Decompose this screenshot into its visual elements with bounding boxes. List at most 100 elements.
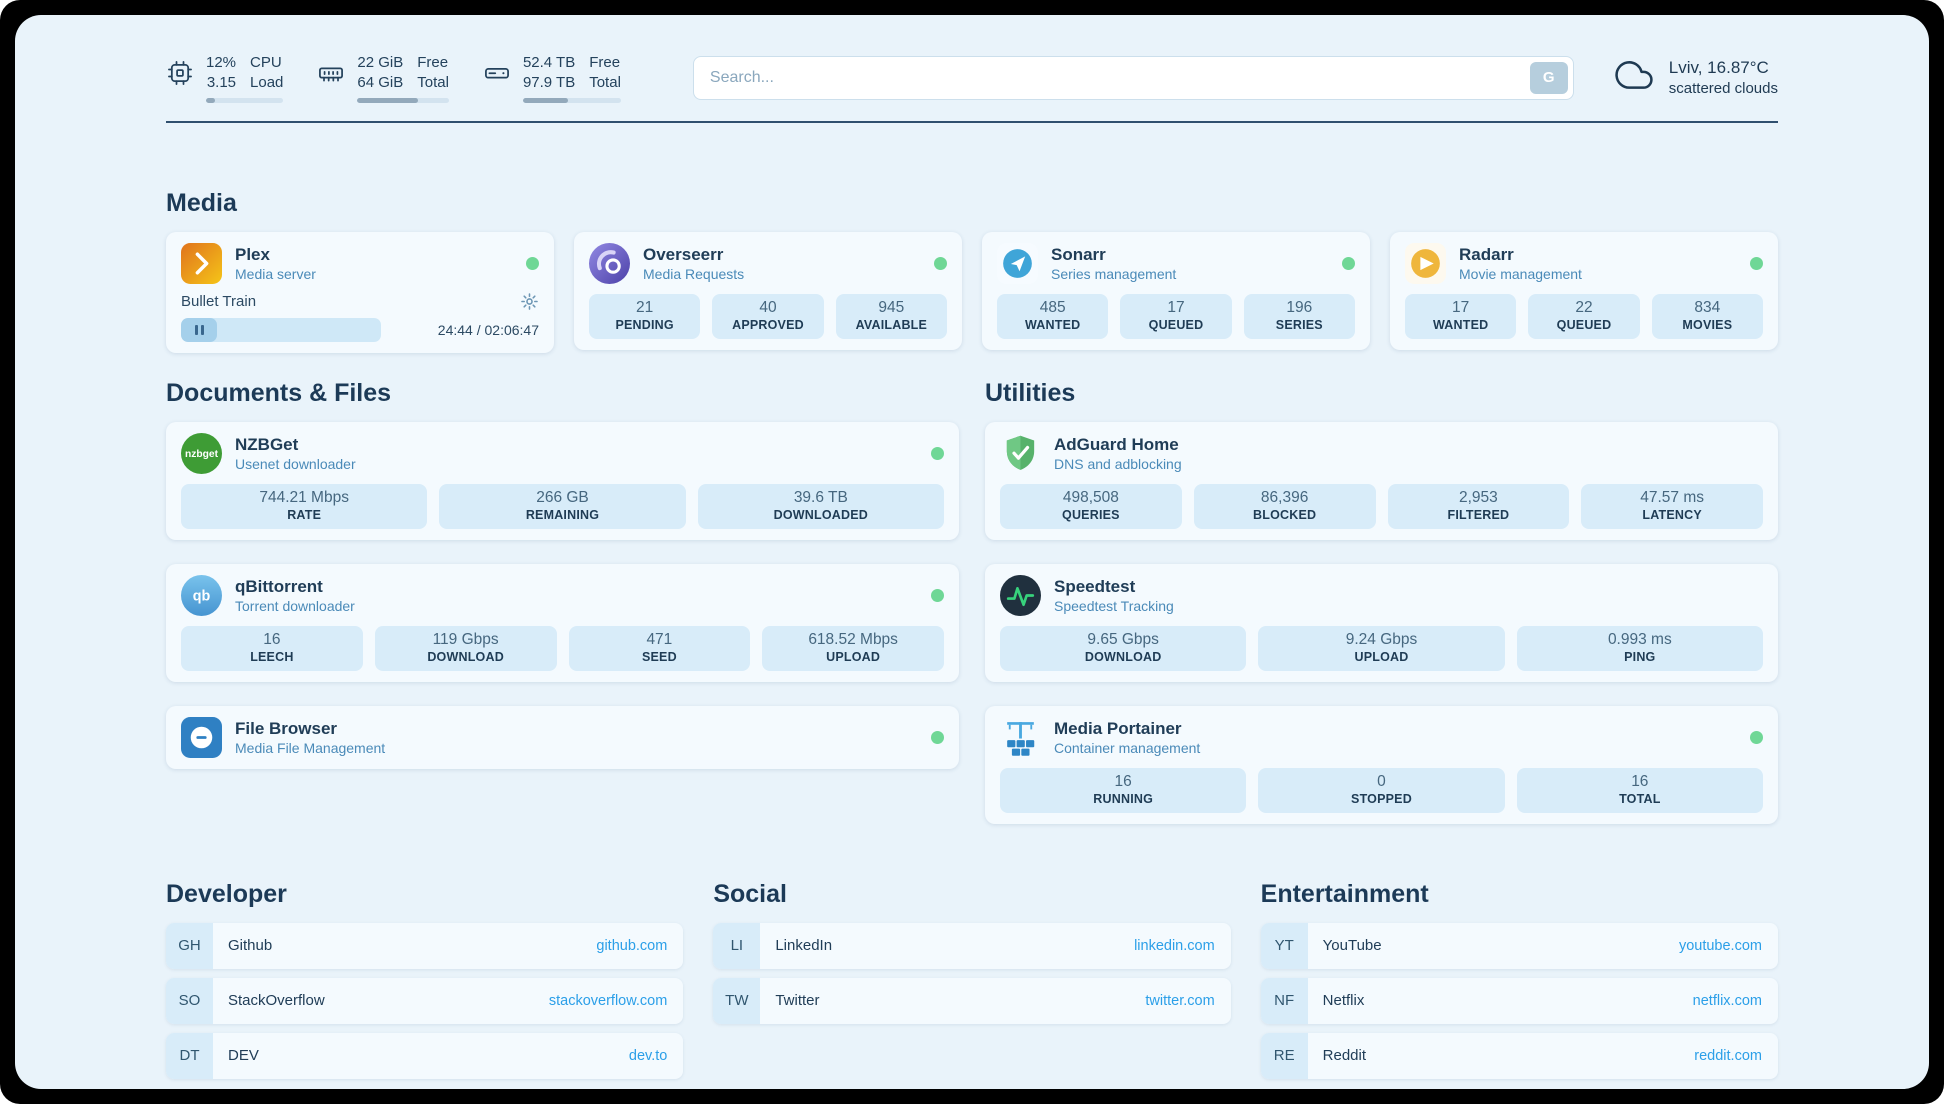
- stat-label: TOTAL: [1619, 791, 1661, 806]
- service-link-speedtest[interactable]: Speedtest Speedtest Tracking: [1000, 574, 1763, 616]
- service-link-filebrowser[interactable]: File Browser Media File Management: [181, 716, 944, 758]
- status-online-dot: [931, 446, 944, 460]
- bookmark-netflix[interactable]: NF Netflix netflix.com: [1260, 977, 1778, 1024]
- stat-value: 0: [1377, 772, 1386, 790]
- cpu-widget: 12% 3.15 CPU Load: [166, 53, 284, 103]
- service-meta: Radarr Movie management: [1459, 245, 1582, 282]
- stat-value: 266 GB: [536, 488, 589, 506]
- service-name: qBittorrent: [235, 576, 323, 596]
- service-subtitle: Media File Management: [235, 739, 386, 756]
- portainer-icon: [1000, 717, 1041, 758]
- stat-value: 16: [263, 630, 281, 648]
- section-title-media: Media: [166, 188, 237, 217]
- bookmark-name: DEV: [228, 1047, 259, 1065]
- stat-label: REMAINING: [525, 507, 600, 522]
- stat-value: 618.52 Mbps: [808, 630, 898, 648]
- service-subtitle: Media server: [235, 265, 316, 282]
- service-link-overseerr[interactable]: Overseerr Media Requests: [589, 242, 947, 284]
- weather-text: Lviv, 16.87°C scattered clouds: [1669, 58, 1778, 97]
- service-link-sonarr[interactable]: Sonarr Series management: [997, 242, 1355, 284]
- gear-icon[interactable]: [520, 292, 539, 311]
- service-name: Speedtest: [1054, 576, 1136, 596]
- service-subtitle: Usenet downloader: [235, 455, 356, 472]
- media-section: Media Plex Media server: [166, 189, 1778, 353]
- bookmark-linkedin[interactable]: LI LinkedIn linkedin.com: [713, 922, 1231, 969]
- stat-latency: 47.57 ms LATENCY: [1581, 483, 1763, 529]
- cpu-chip-icon: [166, 59, 194, 92]
- service-card-filebrowser: File Browser Media File Management: [166, 705, 959, 769]
- stat-label: UPLOAD: [826, 649, 881, 664]
- service-name: File Browser: [235, 718, 338, 738]
- stat-label: WANTED: [1432, 317, 1489, 332]
- playback-progress-bar[interactable]: [181, 317, 382, 342]
- stat-label: QUERIES: [1062, 507, 1120, 522]
- service-link-radarr[interactable]: Radarr Movie management: [1405, 242, 1763, 284]
- weather-cloud-icon: [1612, 56, 1656, 99]
- section-title-utilities: Utilities: [985, 378, 1076, 407]
- service-link-nzbget[interactable]: nzbget NZBGet Usenet downloader: [181, 432, 944, 474]
- stat-download: 119 Gbps DOWNLOAD: [374, 625, 557, 671]
- service-card-radarr: Radarr Movie management 17 WANTED 22 QUE…: [1390, 231, 1778, 350]
- stat-label: QUEUED: [1556, 317, 1612, 332]
- bookmark-youtube[interactable]: YT YouTube youtube.com: [1260, 922, 1778, 969]
- service-meta: qBittorrent Torrent downloader: [235, 577, 355, 614]
- bookmark-github[interactable]: GH Github github.com: [166, 922, 684, 969]
- section-title-social: Social: [713, 879, 787, 908]
- stat-label: QUEUED: [1148, 317, 1204, 332]
- service-subtitle: DNS and adblocking: [1054, 455, 1182, 472]
- service-meta: NZBGet Usenet downloader: [235, 435, 356, 472]
- top-bar: 12% 3.15 CPU Load: [166, 53, 1778, 103]
- service-subtitle: Media Requests: [643, 265, 745, 282]
- cpu-stats-text: 12% 3.15 CPU Load: [206, 53, 283, 93]
- service-name: AdGuard Home: [1054, 434, 1179, 454]
- media-grid: Plex Media server Bullet Train: [166, 231, 1778, 353]
- bookmark-dev[interactable]: DT DEV dev.to: [166, 1032, 684, 1079]
- search-engine-button[interactable]: G: [1529, 61, 1568, 94]
- service-meta: Plex Media server: [235, 245, 316, 282]
- stat-queries: 498,508 QUERIES: [1000, 483, 1182, 529]
- stats-row: 17 WANTED 22 QUEUED 834 MOVIES: [1405, 293, 1763, 339]
- service-card-speedtest: Speedtest Speedtest Tracking 9.65 Gbps D…: [985, 563, 1778, 682]
- overseerr-icon: [589, 242, 630, 284]
- service-link-plex[interactable]: Plex Media server: [181, 242, 539, 284]
- service-card-adguard: AdGuard Home DNS and adblocking 498,508 …: [985, 421, 1778, 540]
- storage-usage-fill: [522, 97, 568, 103]
- stat-value: 0.993 ms: [1607, 630, 1672, 648]
- memory-values: 22 GiB 64 GiB: [357, 53, 403, 93]
- playback-time: 24:44 / 02:06:47: [437, 321, 539, 338]
- service-name: Overseerr: [643, 244, 724, 264]
- bookmark-name: Netflix: [1322, 992, 1365, 1010]
- stats-row: 16 RUNNING 0 STOPPED 16 TOTAL: [1000, 767, 1763, 813]
- stat-value: 22: [1575, 298, 1593, 316]
- storage-total-value: 97.9 TB: [522, 73, 576, 91]
- stat-label: WANTED: [1024, 317, 1081, 332]
- now-playing-title: Bullet Train: [181, 292, 257, 310]
- dashboard-screen: 12% 3.15 CPU Load: [15, 15, 1929, 1089]
- service-subtitle: Speedtest Tracking: [1054, 597, 1174, 614]
- service-link-adguard[interactable]: AdGuard Home DNS and adblocking: [1000, 433, 1763, 474]
- stat-pending: 21 PENDING: [589, 293, 701, 339]
- search-input[interactable]: [692, 55, 1574, 100]
- cpu-label: CPU: [250, 54, 282, 71]
- service-meta: Overseerr Media Requests: [643, 245, 744, 282]
- memory-usage-fill: [357, 97, 418, 103]
- cpu-percent: 12%: [206, 54, 237, 71]
- stat-movies: 834 MOVIES: [1651, 293, 1763, 339]
- storage-usage-bar: [522, 97, 621, 103]
- memory-widget: 22 GiB 64 GiB Free Total: [317, 53, 449, 103]
- service-link-qbittorrent[interactable]: qb qBittorrent Torrent downloader: [181, 574, 944, 616]
- service-link-portainer[interactable]: Media Portainer Container management: [1000, 717, 1763, 758]
- bookmark-reddit[interactable]: RE Reddit reddit.com: [1260, 1032, 1778, 1079]
- stat-value: 744.21 Mbps: [259, 488, 349, 506]
- stat-upload: 618.52 Mbps UPLOAD: [762, 625, 944, 671]
- stat-label: SERIES: [1275, 317, 1323, 332]
- stat-label: STOPPED: [1351, 791, 1412, 806]
- stat-filtered: 2,953 FILTERED: [1387, 483, 1570, 529]
- memory-stats: 22 GiB 64 GiB Free Total: [357, 53, 449, 103]
- storage-disk-icon: [483, 59, 511, 92]
- bookmark-stackoverflow[interactable]: SO StackOverflow stackoverflow.com: [166, 977, 684, 1024]
- bookmark-twitter[interactable]: TW Twitter twitter.com: [713, 977, 1231, 1024]
- service-name: Media Portainer: [1054, 718, 1182, 738]
- pause-icon[interactable]: [193, 324, 205, 335]
